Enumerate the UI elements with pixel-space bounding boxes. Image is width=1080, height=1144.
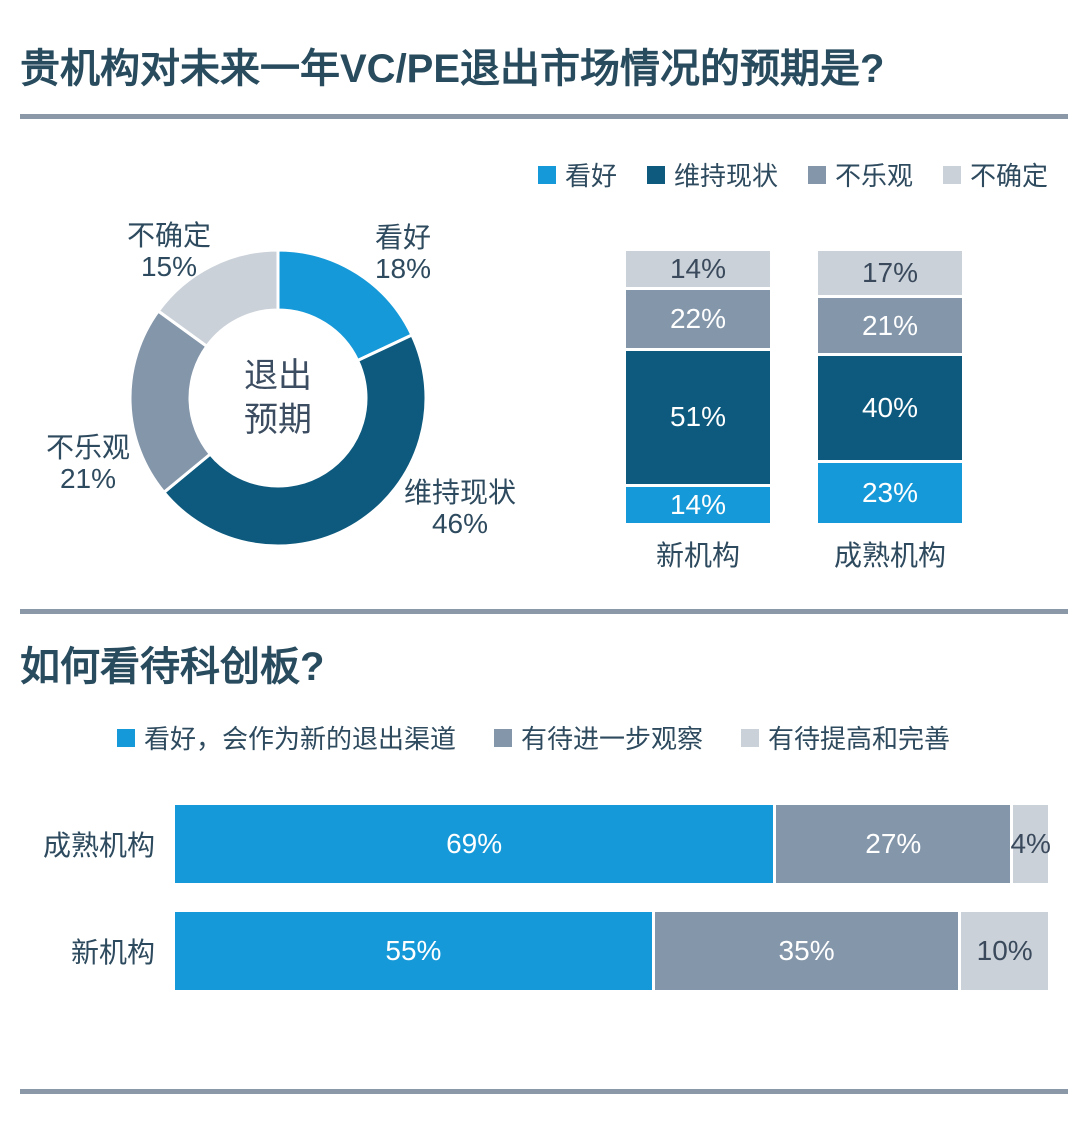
bar-segment-看好: 14% — [626, 486, 770, 523]
donut-slice-label: 不确定 15% — [108, 220, 230, 282]
legend-item: 维持现状 — [647, 156, 778, 193]
donut-slice-label: 不乐观 21% — [28, 432, 148, 494]
stacked-column-新机构: 14% 22% 51% 14% 新机构 — [626, 251, 770, 574]
divider-top — [20, 114, 1068, 119]
category-label: 成熟机构 — [833, 540, 946, 571]
legend-label: 不乐观 — [835, 161, 914, 191]
bar-segment-看好，会作为新的退出渠道: 55% — [175, 912, 652, 990]
bar-row-新机构: 新机构 55% 35% 10% — [20, 912, 1048, 990]
donut-center-label: 退出 预期 — [128, 248, 428, 548]
slice-value: 46% — [431, 508, 489, 539]
stacked-column-成熟机构: 17% 21% 40% 23% 成熟机构 — [818, 251, 962, 574]
row-label: 新机构 — [70, 937, 155, 968]
legend-item: 有待提高和完善 — [741, 719, 950, 756]
slice-value: 21% — [59, 463, 117, 494]
donut-slice-label: 维持现状 46% — [401, 477, 519, 539]
legend-item: 看好，会作为新的退出渠道 — [117, 719, 456, 756]
legend-swatch-icon — [943, 165, 962, 184]
bar-segment-维持现状: 51% — [626, 350, 770, 484]
legend-label: 不确定 — [970, 161, 1049, 191]
legend-label: 有待进一步观察 — [521, 724, 704, 754]
bar-segment-有待提高和完善: 4% — [1010, 805, 1051, 883]
donut-chart-exit-expectation: 退出 预期 — [128, 248, 428, 548]
slice-name: 不乐观 — [45, 432, 130, 463]
donut-center-line: 预期 — [244, 401, 312, 439]
legend-swatch-icon — [647, 165, 666, 184]
bar-segment-不确定: 17% — [818, 251, 962, 296]
legend-swatch-icon — [117, 728, 135, 747]
row-bar-stack: 55% 35% 10% — [175, 912, 1048, 990]
slice-value: 15% — [140, 251, 198, 282]
slice-name: 不确定 — [126, 220, 211, 251]
donut-svg — [128, 248, 428, 548]
bar-segment-不乐观: 22% — [626, 290, 770, 348]
stacked-column-chart: 14% 22% 51% 14% 新机构 17% 21% 40% 23% 成熟机构 — [626, 251, 962, 574]
row-label: 成熟机构 — [42, 830, 155, 861]
bar-segment-有待提高和完善: 10% — [961, 912, 1048, 990]
legend-item: 不乐观 — [808, 156, 913, 193]
bar-segment-看好: 23% — [818, 463, 962, 523]
legend-swatch-icon — [538, 165, 556, 184]
bar-segment-有待进一步观察: 35% — [654, 912, 959, 990]
slice-name: 维持现状 — [403, 477, 516, 508]
column-bar-stack: 17% 21% 40% 23% — [818, 251, 962, 523]
donut-center-line: 退出 — [244, 357, 312, 395]
bar-segment-维持现状: 40% — [818, 355, 962, 461]
legend-swatch-icon — [741, 728, 760, 747]
legend-swatch-icon — [494, 728, 513, 747]
donut-slice-不确定 — [156, 248, 280, 349]
stacked-bar-chart: 成熟机构 69% 27% 4% 新机构 55% 35% 10% — [20, 805, 1051, 1019]
row-bar-stack: 69% 27% 4% — [175, 805, 1051, 883]
divider-bottom — [20, 1089, 1068, 1094]
legend-label: 维持现状 — [674, 161, 779, 191]
legend-swatch-icon — [808, 165, 827, 184]
legend-item: 看好 — [538, 156, 617, 193]
legend-exit-expectation: 看好 维持现状 不乐观 不确定 — [538, 156, 1048, 193]
donut-slice-维持现状 — [161, 332, 428, 548]
category-label: 新机构 — [655, 540, 740, 571]
legend-item: 不确定 — [943, 156, 1048, 193]
bar-segment-不乐观: 21% — [818, 298, 962, 353]
legend-label: 看好，会作为新的退出渠道 — [144, 724, 457, 754]
bar-segment-看好，会作为新的退出渠道: 69% — [175, 805, 774, 883]
bar-row-成熟机构: 成熟机构 69% 27% 4% — [20, 805, 1051, 883]
legend-item: 有待进一步观察 — [494, 719, 703, 756]
section-star-title: 如何看待科创板? — [20, 645, 325, 689]
donut-slice-label: 看好 18% — [343, 222, 463, 284]
bar-segment-不确定: 14% — [626, 251, 770, 288]
legend-label: 有待提高和完善 — [768, 724, 951, 754]
slice-value: 18% — [374, 253, 432, 284]
divider-middle — [20, 609, 1068, 614]
donut-slice-不乐观 — [128, 308, 213, 495]
bar-segment-有待进一步观察: 27% — [776, 805, 1011, 883]
section-exit-title: 贵机构对未来一年VC/PE退出市场情况的预期是? — [20, 47, 885, 91]
legend-star-market: 看好，会作为新的退出渠道 有待进一步观察 有待提高和完善 — [117, 719, 950, 756]
column-bar-stack: 14% 22% 51% 14% — [626, 251, 770, 523]
slice-name: 看好 — [374, 222, 431, 253]
legend-label: 看好 — [565, 161, 618, 191]
